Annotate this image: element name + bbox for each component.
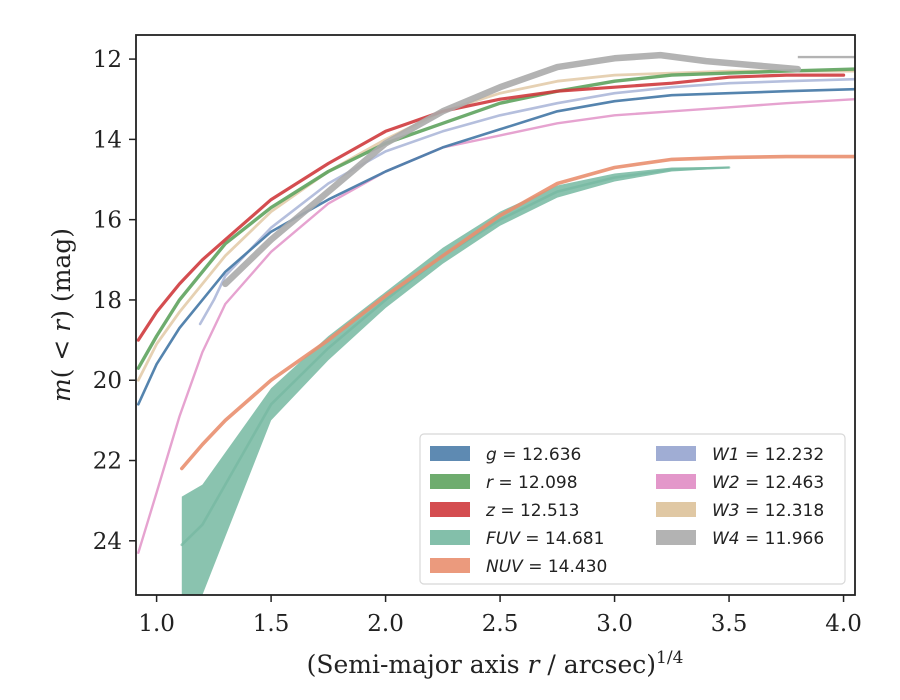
legend-swatch-W1 <box>656 446 696 461</box>
series-line-r <box>136 67 855 370</box>
legend-swatch-W2 <box>656 474 696 489</box>
legend-item-z: z = 12.513 <box>430 501 579 521</box>
y-axis-label: m( < r) (mag) <box>47 228 76 402</box>
legend-label-FUV: FUV = 14.681 <box>486 529 604 549</box>
x-tick-label: 3.0 <box>596 611 633 637</box>
plot-frame <box>135 34 856 596</box>
legend-swatch-g <box>430 446 470 461</box>
legend-label-W3: W3 = 12.318 <box>712 501 824 521</box>
y-tick-label: 24 <box>93 529 122 555</box>
legend-label-z: z = 12.513 <box>485 501 579 521</box>
y-axis: 12 14 16 18 20 22 24 <box>93 47 136 555</box>
legend-item-FUV: FUV = 14.681 <box>430 529 604 549</box>
y-tick-label: 14 <box>93 127 122 153</box>
legend-item-W2: W2 = 12.463 <box>656 473 824 493</box>
legend-swatch-z <box>430 502 470 517</box>
x-tick-label: 1.0 <box>138 611 175 637</box>
y-tick-label: 12 <box>93 47 122 73</box>
legend-swatch-NUV <box>430 558 470 573</box>
series-line-z <box>136 73 846 342</box>
y-tick-label: 20 <box>93 368 122 394</box>
x-tick-label: 2.5 <box>482 611 519 637</box>
series-line-W4 <box>222 51 802 288</box>
series-band-FUV <box>181 166 730 595</box>
x-tick-label: 2.0 <box>367 611 404 637</box>
x-tick-label: 4.0 <box>825 611 862 637</box>
legend-swatch-r <box>430 474 470 489</box>
x-tick-label: 3.5 <box>711 611 748 637</box>
series-layer <box>136 51 855 595</box>
legend-item-g: g = 12.636 <box>430 445 581 465</box>
legend-swatch-FUV <box>430 530 470 545</box>
legend-item-r: r = 12.098 <box>430 473 578 493</box>
legend-label-W2: W2 = 12.463 <box>712 473 824 493</box>
y-tick-label: 16 <box>93 208 122 234</box>
legend-label-r: r = 12.098 <box>486 473 578 493</box>
legend-item-W4: W4 = 11.966 <box>656 529 824 549</box>
y-tick-label: 22 <box>93 449 122 475</box>
legend-item-NUV: NUV = 14.430 <box>430 557 607 577</box>
y-tick-label: 18 <box>93 288 122 314</box>
x-axis-label: (Semi-major axis r / arcsec)1/4 <box>307 648 684 679</box>
legend-box <box>419 433 846 585</box>
legend-item-W1: W1 = 12.232 <box>656 445 824 465</box>
legend-swatch-W4 <box>656 530 696 545</box>
x-axis: 1.0 1.5 2.0 2.5 3.0 3.5 4.0 <box>138 595 862 637</box>
legend-item-W3: W3 = 12.318 <box>656 501 824 521</box>
legend-label-W1: W1 = 12.232 <box>712 445 824 465</box>
legend-label-W4: W4 = 11.966 <box>712 529 824 549</box>
x-tick-label: 1.5 <box>253 611 290 637</box>
series-line-g <box>137 87 855 406</box>
legend: g = 12.636 r = 12.098 z = 12.513 FUV = 14.6… <box>419 433 846 585</box>
legend-swatch-W3 <box>656 502 696 517</box>
series-line-W1 <box>198 77 855 326</box>
series-line-NUV <box>180 154 855 471</box>
legend-label-NUV: NUV = 14.430 <box>486 557 607 577</box>
legend-label-g: g = 12.636 <box>486 445 581 465</box>
